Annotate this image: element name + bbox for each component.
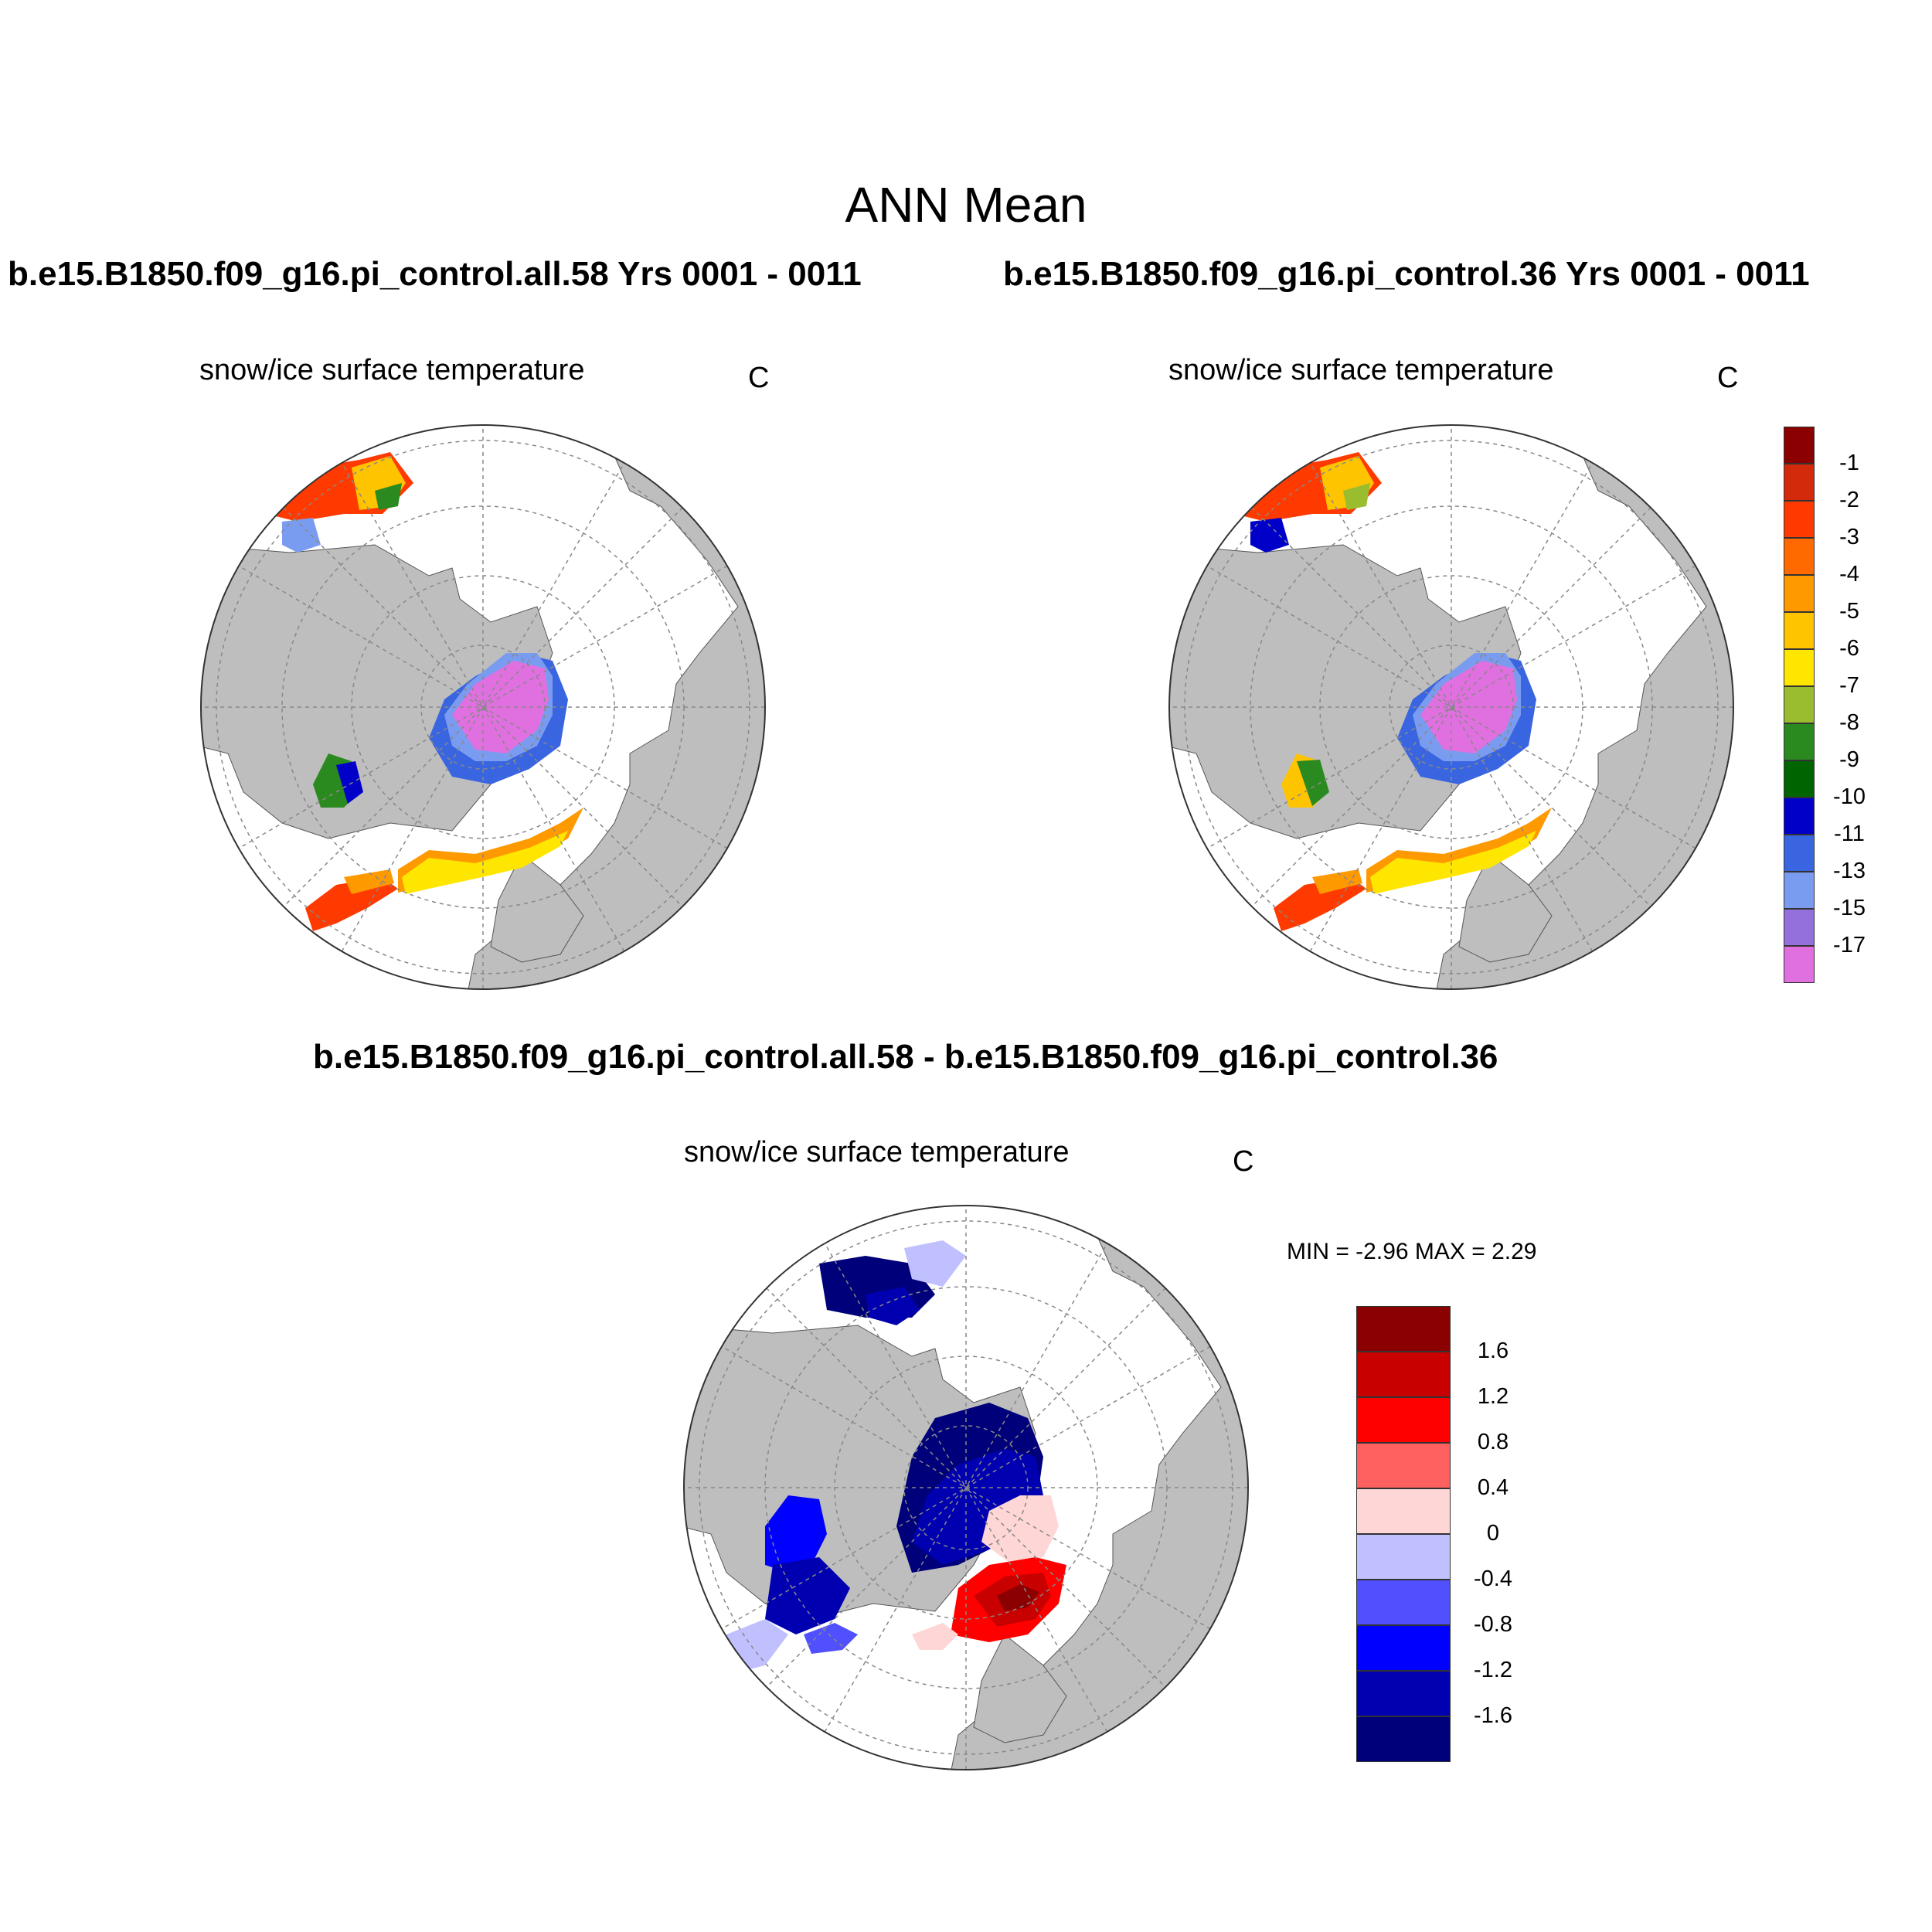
colorbar-label: 0 bbox=[1486, 1521, 1500, 1546]
graticule bbox=[684, 1206, 1248, 1770]
colorbar-box bbox=[1784, 872, 1815, 909]
sea-ice-field bbox=[267, 452, 583, 931]
graticule bbox=[201, 425, 765, 989]
colorbar-box bbox=[1784, 909, 1815, 946]
colorbar-label: 1.2 bbox=[1477, 1384, 1509, 1409]
colorbar-absolute: -1 -2 -3 -4 -5 -6 -7 -8 -9 -10 -11 -13 -15 -17 bbox=[1784, 427, 1884, 991]
colorbar-label: -17 bbox=[1833, 933, 1866, 957]
colorbar-box bbox=[1784, 798, 1815, 835]
graticule bbox=[1169, 425, 1733, 989]
colorbar-label: -5 bbox=[1839, 599, 1859, 624]
colorbar-box bbox=[1356, 1397, 1451, 1443]
colorbar-label: 0.4 bbox=[1477, 1475, 1509, 1500]
colorbar-box bbox=[1784, 649, 1815, 686]
colorbar-box bbox=[1784, 464, 1815, 501]
colorbar-label: -4 bbox=[1839, 562, 1859, 587]
colorbar-label: -6 bbox=[1839, 636, 1859, 661]
colorbar-label: -8 bbox=[1839, 710, 1859, 735]
colorbar-label: -3 bbox=[1839, 525, 1859, 549]
difference-field bbox=[726, 1240, 1066, 1673]
map-border bbox=[683, 1205, 1249, 1770]
colorbar-box bbox=[1784, 612, 1815, 649]
case2-title: b.e15.B1850.f09_g16.pi_control.36 Yrs 00… bbox=[1003, 255, 1810, 293]
colorbar-label: -1.6 bbox=[1474, 1703, 1512, 1728]
case1-polar-map bbox=[200, 424, 766, 990]
colorbar-box bbox=[1356, 1716, 1451, 1762]
colorbar-box bbox=[1356, 1625, 1451, 1671]
colorbar-label: -2 bbox=[1839, 488, 1859, 512]
diff-minmax: MIN = -2.96 MAX = 2.29 bbox=[1287, 1239, 1537, 1264]
colorbar-box bbox=[1784, 538, 1815, 575]
colorbar-box bbox=[1356, 1534, 1451, 1580]
colorbar-label: -7 bbox=[1839, 673, 1859, 698]
colorbar-box bbox=[1356, 1671, 1451, 1716]
colorbar-box bbox=[1356, 1306, 1451, 1352]
case2-polar-map bbox=[1168, 424, 1734, 990]
colorbar-box bbox=[1356, 1488, 1451, 1534]
case1-variable-label: snow/ice surface temperature bbox=[199, 354, 585, 386]
colorbar-label: -15 bbox=[1833, 896, 1866, 920]
diff-polar-map bbox=[683, 1205, 1249, 1770]
diff-title: b.e15.B1850.f09_g16.pi_control.all.58 - … bbox=[313, 1038, 1498, 1076]
case2-variable-label: snow/ice surface temperature bbox=[1168, 354, 1554, 386]
colorbar-box bbox=[1356, 1580, 1451, 1625]
map-border bbox=[200, 424, 766, 990]
colorbar-box bbox=[1784, 501, 1815, 538]
case1-title: b.e15.B1850.f09_g16.pi_control.all.58 Yr… bbox=[8, 255, 862, 293]
colorbar-box bbox=[1784, 723, 1815, 760]
colorbar-label: -9 bbox=[1839, 747, 1859, 772]
colorbar-label: -1.2 bbox=[1474, 1658, 1512, 1682]
case1-units: C bbox=[748, 362, 770, 394]
diff-variable-label: snow/ice surface temperature bbox=[684, 1136, 1070, 1168]
colorbar-label: -1 bbox=[1839, 451, 1859, 475]
colorbar-box bbox=[1784, 686, 1815, 723]
colorbar-box bbox=[1784, 946, 1815, 983]
colorbar-box bbox=[1356, 1443, 1451, 1488]
colorbar-label: -10 bbox=[1833, 784, 1866, 809]
colorbar-label: -13 bbox=[1833, 859, 1866, 883]
main-title: ANN Mean bbox=[845, 177, 1087, 233]
colorbar-label: 1.6 bbox=[1477, 1338, 1509, 1363]
map-border bbox=[1168, 424, 1734, 990]
colorbar-box bbox=[1356, 1352, 1451, 1397]
colorbar-label: 0.8 bbox=[1477, 1430, 1509, 1454]
colorbar-box bbox=[1784, 575, 1815, 612]
colorbar-label: -0.8 bbox=[1474, 1612, 1512, 1637]
colorbar-box bbox=[1784, 835, 1815, 872]
colorbar-box bbox=[1784, 760, 1815, 798]
colorbar-box bbox=[1784, 427, 1815, 464]
colorbar-label: -11 bbox=[1834, 821, 1865, 846]
case2-units: C bbox=[1717, 362, 1739, 394]
sea-ice-field bbox=[1235, 452, 1552, 931]
diff-units: C bbox=[1233, 1145, 1254, 1178]
colorbar-label: -0.4 bbox=[1474, 1566, 1512, 1591]
colorbar-difference: 1.6 1.2 0.8 0.4 0 -0.4 -0.8 -1.2 -1.6 bbox=[1356, 1306, 1534, 1770]
